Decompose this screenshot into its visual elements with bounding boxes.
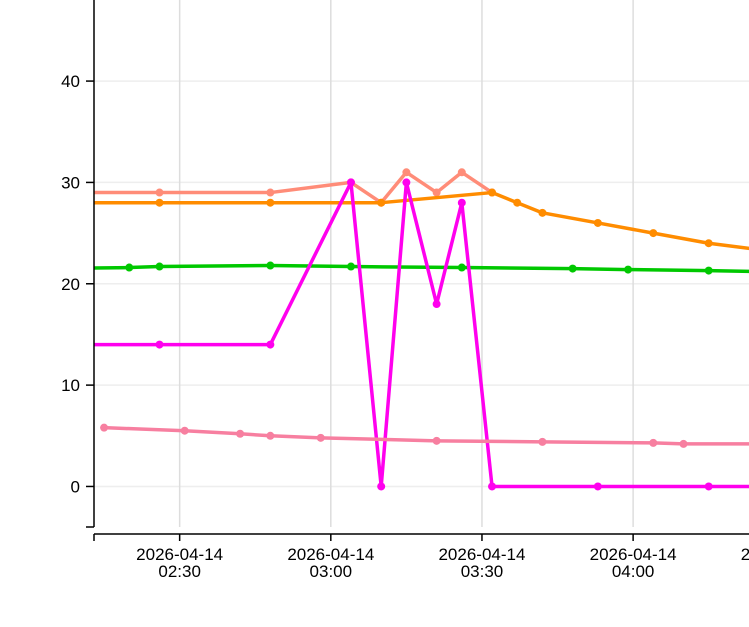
point [593, 482, 602, 491]
point [457, 263, 466, 272]
point [432, 188, 441, 197]
x-tick-label: 2026-04-14 03:00 [287, 545, 374, 581]
y-tick-label: 0 [71, 477, 80, 496]
point [679, 439, 688, 448]
point [155, 198, 164, 207]
point [346, 178, 355, 187]
point [155, 262, 164, 271]
point [488, 188, 497, 197]
point [377, 198, 386, 207]
point [180, 426, 189, 435]
point [266, 340, 275, 349]
point [266, 261, 275, 270]
x-tick-label: 2026-04-14 04:00 [590, 545, 677, 581]
x-tick-label: 2026-04-14 02:30 [136, 545, 223, 581]
point [432, 436, 441, 445]
point [649, 438, 658, 447]
point [266, 431, 275, 440]
point [513, 198, 522, 207]
point [538, 437, 547, 446]
point [488, 482, 497, 491]
point [346, 262, 355, 271]
point [266, 188, 275, 197]
point [704, 482, 713, 491]
point [432, 300, 441, 309]
point [100, 423, 109, 432]
point [538, 208, 547, 217]
point [155, 188, 164, 197]
point [50, 189, 58, 197]
point [50, 341, 58, 349]
point [155, 340, 164, 349]
point [316, 433, 325, 442]
point [704, 239, 713, 248]
point [377, 482, 386, 491]
point [236, 429, 245, 438]
point [50, 199, 58, 207]
point [649, 229, 658, 238]
line [94, 263, 749, 274]
y-tick-label: 10 [61, 376, 80, 395]
point [402, 178, 411, 187]
y-tick-label: 40 [61, 72, 80, 91]
point [402, 168, 411, 177]
line [94, 180, 749, 489]
point [624, 265, 633, 274]
y-tick-label: 20 [61, 275, 80, 294]
x-tick-label: 2026-04-14 03:30 [438, 545, 525, 581]
point [704, 266, 713, 275]
point [457, 198, 466, 207]
point [593, 218, 602, 227]
point [50, 265, 58, 273]
point [457, 168, 466, 177]
y-tick-label: 30 [61, 173, 80, 192]
point [568, 264, 577, 273]
line [104, 425, 749, 446]
point [266, 198, 275, 207]
point [125, 263, 134, 272]
